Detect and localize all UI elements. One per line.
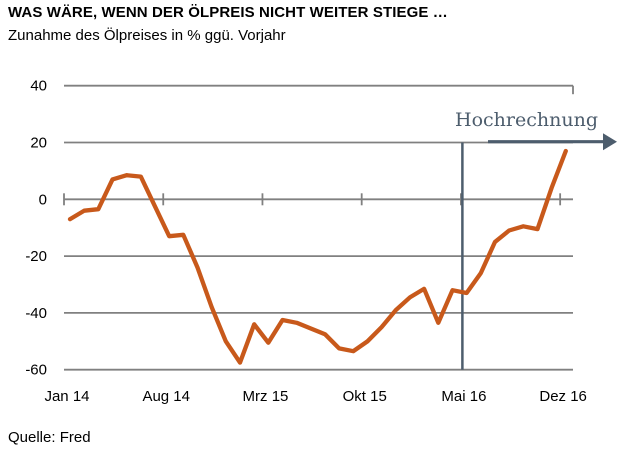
projection-arrow-head xyxy=(603,133,617,151)
oil-price-line xyxy=(67,148,568,365)
y-tick-label: 20 xyxy=(30,135,47,152)
y-tick-label: -20 xyxy=(25,248,47,265)
x-tick-label: Mrz 15 xyxy=(243,388,289,405)
x-tick-label: Mai 16 xyxy=(441,388,486,405)
chart-subtitle: Zunahme des Ölpreises in % ggü. Vorjahr xyxy=(8,27,286,44)
y-tick-label: -60 xyxy=(25,362,47,379)
y-tick-label: 40 xyxy=(30,78,47,95)
y-tick-label: 0 xyxy=(39,191,47,208)
x-tick-label: Okt 15 xyxy=(343,388,387,405)
source-note: Quelle: Fred xyxy=(8,429,91,446)
x-tick-label: Dez 16 xyxy=(539,388,587,405)
x-tick-label: Jan 14 xyxy=(44,388,89,405)
y-tick-label: -40 xyxy=(25,305,47,322)
chart-title: WAS WÄRE, WENN DER ÖLPREIS NICHT WEITER … xyxy=(8,4,448,21)
x-tick-label: Aug 14 xyxy=(142,388,190,405)
annotation-label: Hochrechnung xyxy=(455,109,598,131)
